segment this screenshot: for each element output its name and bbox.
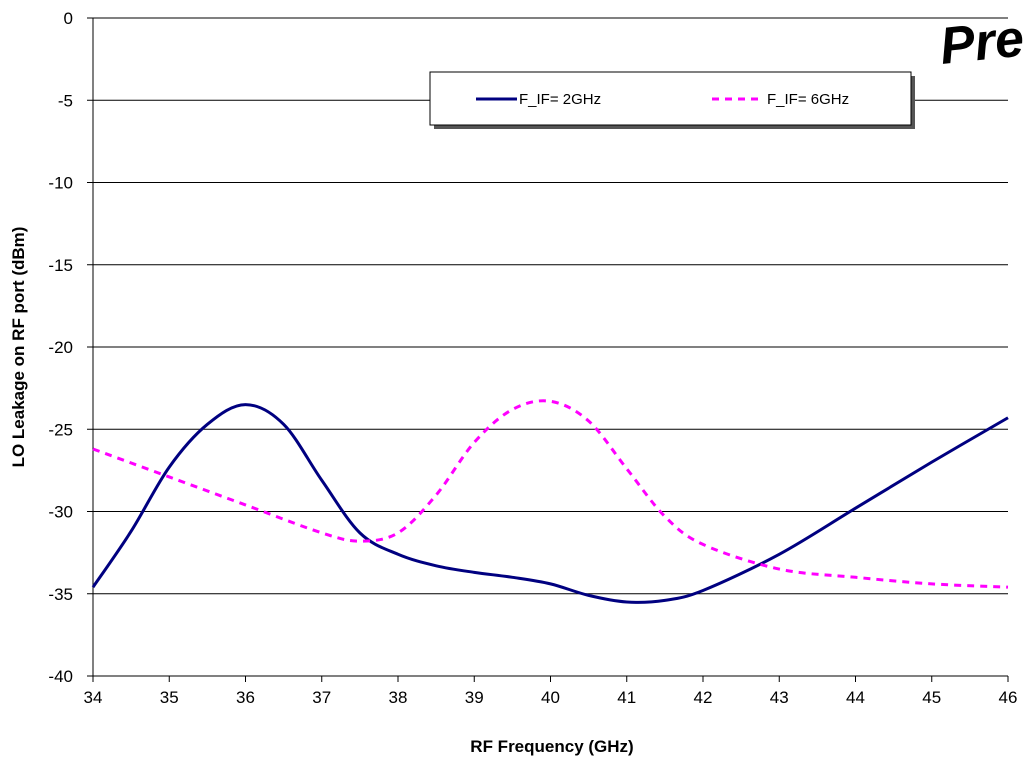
x-tick-label: 36 [236,688,255,707]
x-tick-label: 45 [922,688,941,707]
x-tick-label: 44 [846,688,865,707]
x-tick-label: 46 [999,688,1018,707]
y-tick-label: 0 [64,9,73,28]
y-tick-label: -25 [48,420,73,439]
legend-label-series-1: F_IF= 2GHz [519,91,601,108]
legend-label-series-2: F_IF= 6GHz [767,91,849,108]
gridlines [93,17,1008,595]
x-tick-label: 35 [160,688,179,707]
x-tick-label: 38 [389,688,408,707]
y-tick-label: -35 [48,585,73,604]
x-tick-label: 43 [770,688,789,707]
x-axis-title: RF Frequency (GHz) [470,737,633,756]
legend: F_IF= 2GHz F_IF= 6GHz [429,71,915,129]
y-tick-label: -5 [58,91,73,110]
x-tick-label: 42 [694,688,713,707]
y-tick-label: -10 [48,174,73,193]
x-tick-label: 41 [617,688,636,707]
y-tick-label: -20 [48,338,73,357]
tick-labels: 0 -5 -10 -15 -20 -25 -30 -35 -40 34 35 36 37 38 39 40 41… [48,9,1017,707]
series-layer [91,399,1009,604]
y-tick-label: -15 [48,256,73,275]
y-tick-label: -40 [48,667,73,686]
series-line-1 [91,403,1009,604]
axes [87,17,1009,682]
x-tick-label: 34 [84,688,103,707]
x-tick-label: 39 [465,688,484,707]
x-tick-label: 40 [541,688,560,707]
y-axis-title: LO Leakage on RF port (dBm) [9,227,28,468]
watermark-text: Prel [937,8,1023,76]
y-tick-label: -30 [48,503,73,522]
x-tick-label: 37 [312,688,331,707]
